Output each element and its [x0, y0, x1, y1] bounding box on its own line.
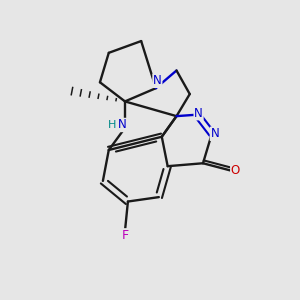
Text: H: H	[107, 120, 116, 130]
Text: N: N	[118, 118, 126, 131]
Text: F: F	[122, 229, 128, 242]
Text: N: N	[210, 127, 219, 140]
Text: N: N	[194, 107, 203, 120]
Text: N: N	[153, 74, 162, 87]
Text: O: O	[231, 164, 240, 177]
